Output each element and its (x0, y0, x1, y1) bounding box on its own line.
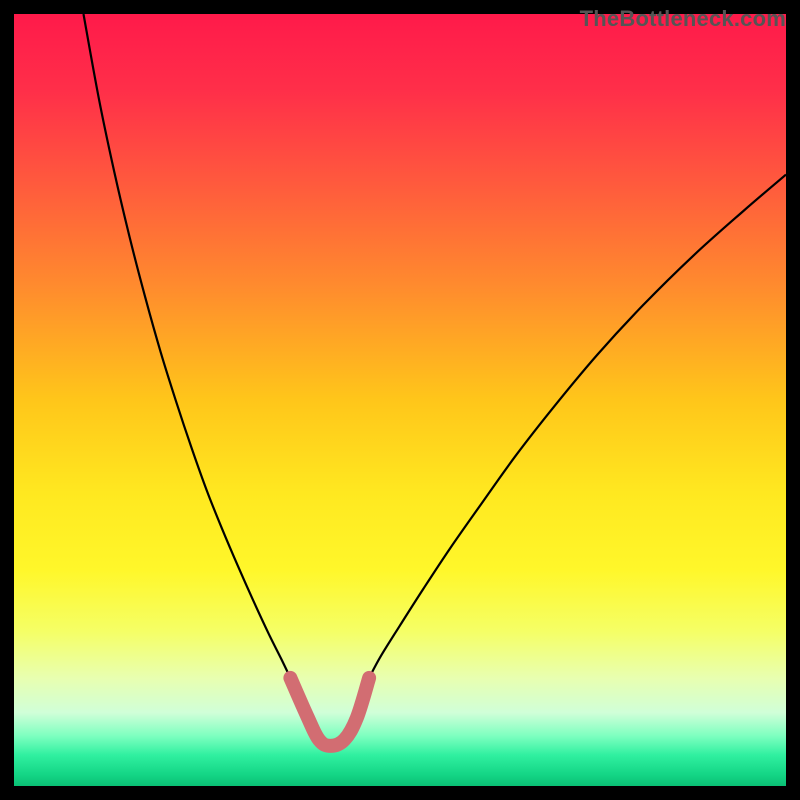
gradient-background (14, 14, 786, 786)
plot-area (14, 14, 786, 786)
chart-frame: TheBottleneck.com (0, 0, 800, 800)
watermark-text: TheBottleneck.com (580, 6, 786, 32)
chart-svg (14, 14, 786, 786)
